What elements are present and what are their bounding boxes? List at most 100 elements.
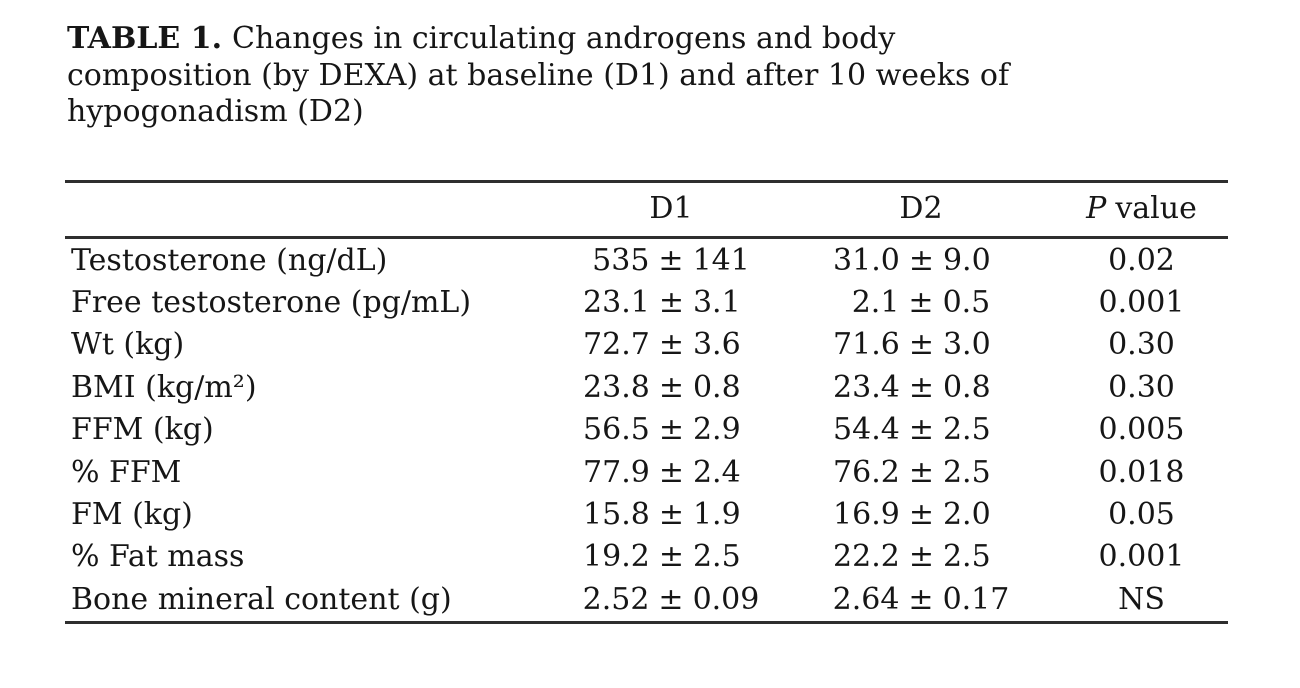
error-value: 2.0: [942, 497, 991, 533]
table-caption: TABLE 1. Changes in circulating androgens…: [67, 21, 1009, 131]
plus-minus-sign: ±: [908, 581, 934, 617]
p-value-cell: 0.005: [1098, 412, 1185, 448]
table-row: FFM (kg) 56.5 ±2.9 54.4 ±2.5 0.005: [65, 409, 1228, 451]
row-label: % FFM: [71, 454, 182, 490]
measurement: 56.5 ±2.9: [583, 412, 759, 447]
measurement: 19.2 ±2.5: [583, 539, 759, 574]
mean-value: 2.1: [851, 285, 900, 321]
mean-value: 15.8: [583, 497, 650, 533]
error-value: 2.5: [942, 412, 991, 448]
d2-cell: 71.6 ±3.0: [787, 327, 1055, 362]
plus-minus-sign: ±: [908, 285, 934, 321]
error-value: 0.17: [942, 581, 1010, 617]
p-italic: P: [1086, 191, 1107, 226]
mean-value: 76.2: [833, 454, 900, 490]
table-number-label: TABLE 1.: [67, 21, 223, 56]
measurement: 71.6 ±3.0: [833, 327, 1009, 362]
measurement: 76.2 ±2.5: [833, 455, 1009, 490]
top-rule: [65, 180, 1228, 183]
d2-cell: 31.0 ±9.0: [787, 243, 1055, 278]
mean-value: 23.4: [833, 369, 900, 405]
measurement: 2.52 ±0.09: [583, 582, 760, 617]
error-value: 2.9: [692, 412, 741, 448]
plus-minus-sign: ±: [658, 581, 684, 617]
measurement: 31.0 ±9.0: [833, 243, 1009, 278]
plus-minus-sign: ±: [658, 454, 684, 490]
plus-minus-sign: ±: [908, 327, 934, 363]
error-value: 0.8: [942, 369, 991, 405]
d2-cell: 22.2 ±2.5: [787, 539, 1055, 574]
plus-minus-sign: ±: [658, 412, 684, 448]
measurement: 535 ±141: [583, 243, 758, 278]
mean-value: 23.8: [583, 369, 650, 405]
p-value-cell: 0.30: [1108, 327, 1175, 363]
p-value-cell: 0.02: [1108, 242, 1175, 278]
plus-minus-sign: ±: [658, 327, 684, 363]
plus-minus-sign: ±: [658, 539, 684, 575]
table-row: FM (kg) 15.8 ±1.9 16.9 ±2.0 0.05: [65, 493, 1228, 535]
mean-value: 19.2: [583, 539, 650, 575]
table-row: Bone mineral content (g) 2.52 ±0.09 2.64 ±…: [65, 578, 1228, 620]
row-label: BMI (kg/m²): [71, 369, 257, 405]
mean-value: 71.6: [833, 327, 900, 363]
error-value: 1.9: [692, 497, 741, 533]
measurement: 72.7 ±3.6: [583, 327, 759, 362]
plus-minus-sign: ±: [908, 497, 934, 533]
row-label: Wt (kg): [71, 327, 185, 363]
mean-value: 72.7: [583, 327, 650, 363]
error-value: 141: [692, 242, 750, 278]
error-value: 3.0: [942, 327, 991, 363]
plus-minus-sign: ±: [658, 369, 684, 405]
table-row: Wt (kg) 72.7 ±3.6 71.6 ±3.0 0.30: [65, 324, 1228, 366]
row-label: FM (kg): [71, 497, 193, 533]
error-value: 9.0: [942, 242, 991, 278]
plus-minus-sign: ±: [908, 369, 934, 405]
d1-cell: 2.52 ±0.09: [555, 582, 787, 617]
mean-value: 31.0: [833, 242, 900, 278]
bottom-rule: [65, 620, 1228, 624]
table-row: BMI (kg/m²) 23.8 ±0.8 23.4 ±0.8 0.30: [65, 366, 1228, 408]
header-d1: D1: [649, 191, 693, 226]
d2-cell: 2.1 ±0.5: [787, 285, 1055, 320]
row-label: Testosterone (ng/dL): [71, 242, 388, 278]
d1-cell: 23.1 ±3.1: [555, 285, 787, 320]
measurement: 23.8 ±0.8: [583, 370, 759, 405]
p-value-cell: 0.05: [1108, 497, 1175, 533]
plus-minus-sign: ±: [658, 497, 684, 533]
d2-cell: 23.4 ±0.8: [787, 370, 1055, 405]
mean-value: 22.2: [833, 539, 900, 575]
caption-line-1: TABLE 1. Changes in circulating androgens…: [67, 21, 1009, 58]
table-row: Free testosterone (pg/mL) 23.1 ±3.1 2.1 ±0…: [65, 281, 1228, 323]
error-value: 2.5: [692, 539, 741, 575]
d2-cell: 76.2 ±2.5: [787, 455, 1055, 490]
mean-value: 2.52: [582, 581, 650, 617]
measurement: 23.4 ±0.8: [833, 370, 1009, 405]
d1-cell: 72.7 ±3.6: [555, 327, 787, 362]
error-value: 0.8: [692, 369, 741, 405]
caption-line-3: hypogonadism (D2): [67, 94, 364, 129]
p-value-cell: 0.30: [1108, 369, 1175, 405]
p-value-cell: 0.001: [1098, 539, 1185, 575]
row-label: Free testosterone (pg/mL): [71, 285, 472, 321]
error-value: 2.4: [692, 454, 741, 490]
error-value: 2.5: [942, 454, 991, 490]
measurement: 23.1 ±3.1: [583, 285, 759, 320]
plus-minus-sign: ±: [658, 285, 684, 321]
measurement: 15.8 ±1.9: [583, 497, 759, 532]
row-label: Bone mineral content (g): [71, 581, 452, 617]
p-value-cell: NS: [1118, 581, 1165, 617]
mean-value: 77.9: [583, 454, 650, 490]
d2-cell: 16.9 ±2.0: [787, 497, 1055, 532]
mean-value: 23.1: [583, 285, 650, 321]
error-value: 3.6: [692, 327, 741, 363]
measurement: 16.9 ±2.0: [833, 497, 1009, 532]
header-rule: [65, 236, 1228, 239]
plus-minus-sign: ±: [908, 454, 934, 490]
mean-value: 56.5: [583, 412, 650, 448]
plus-minus-sign: ±: [908, 539, 934, 575]
mean-value: 2.64: [832, 581, 900, 617]
